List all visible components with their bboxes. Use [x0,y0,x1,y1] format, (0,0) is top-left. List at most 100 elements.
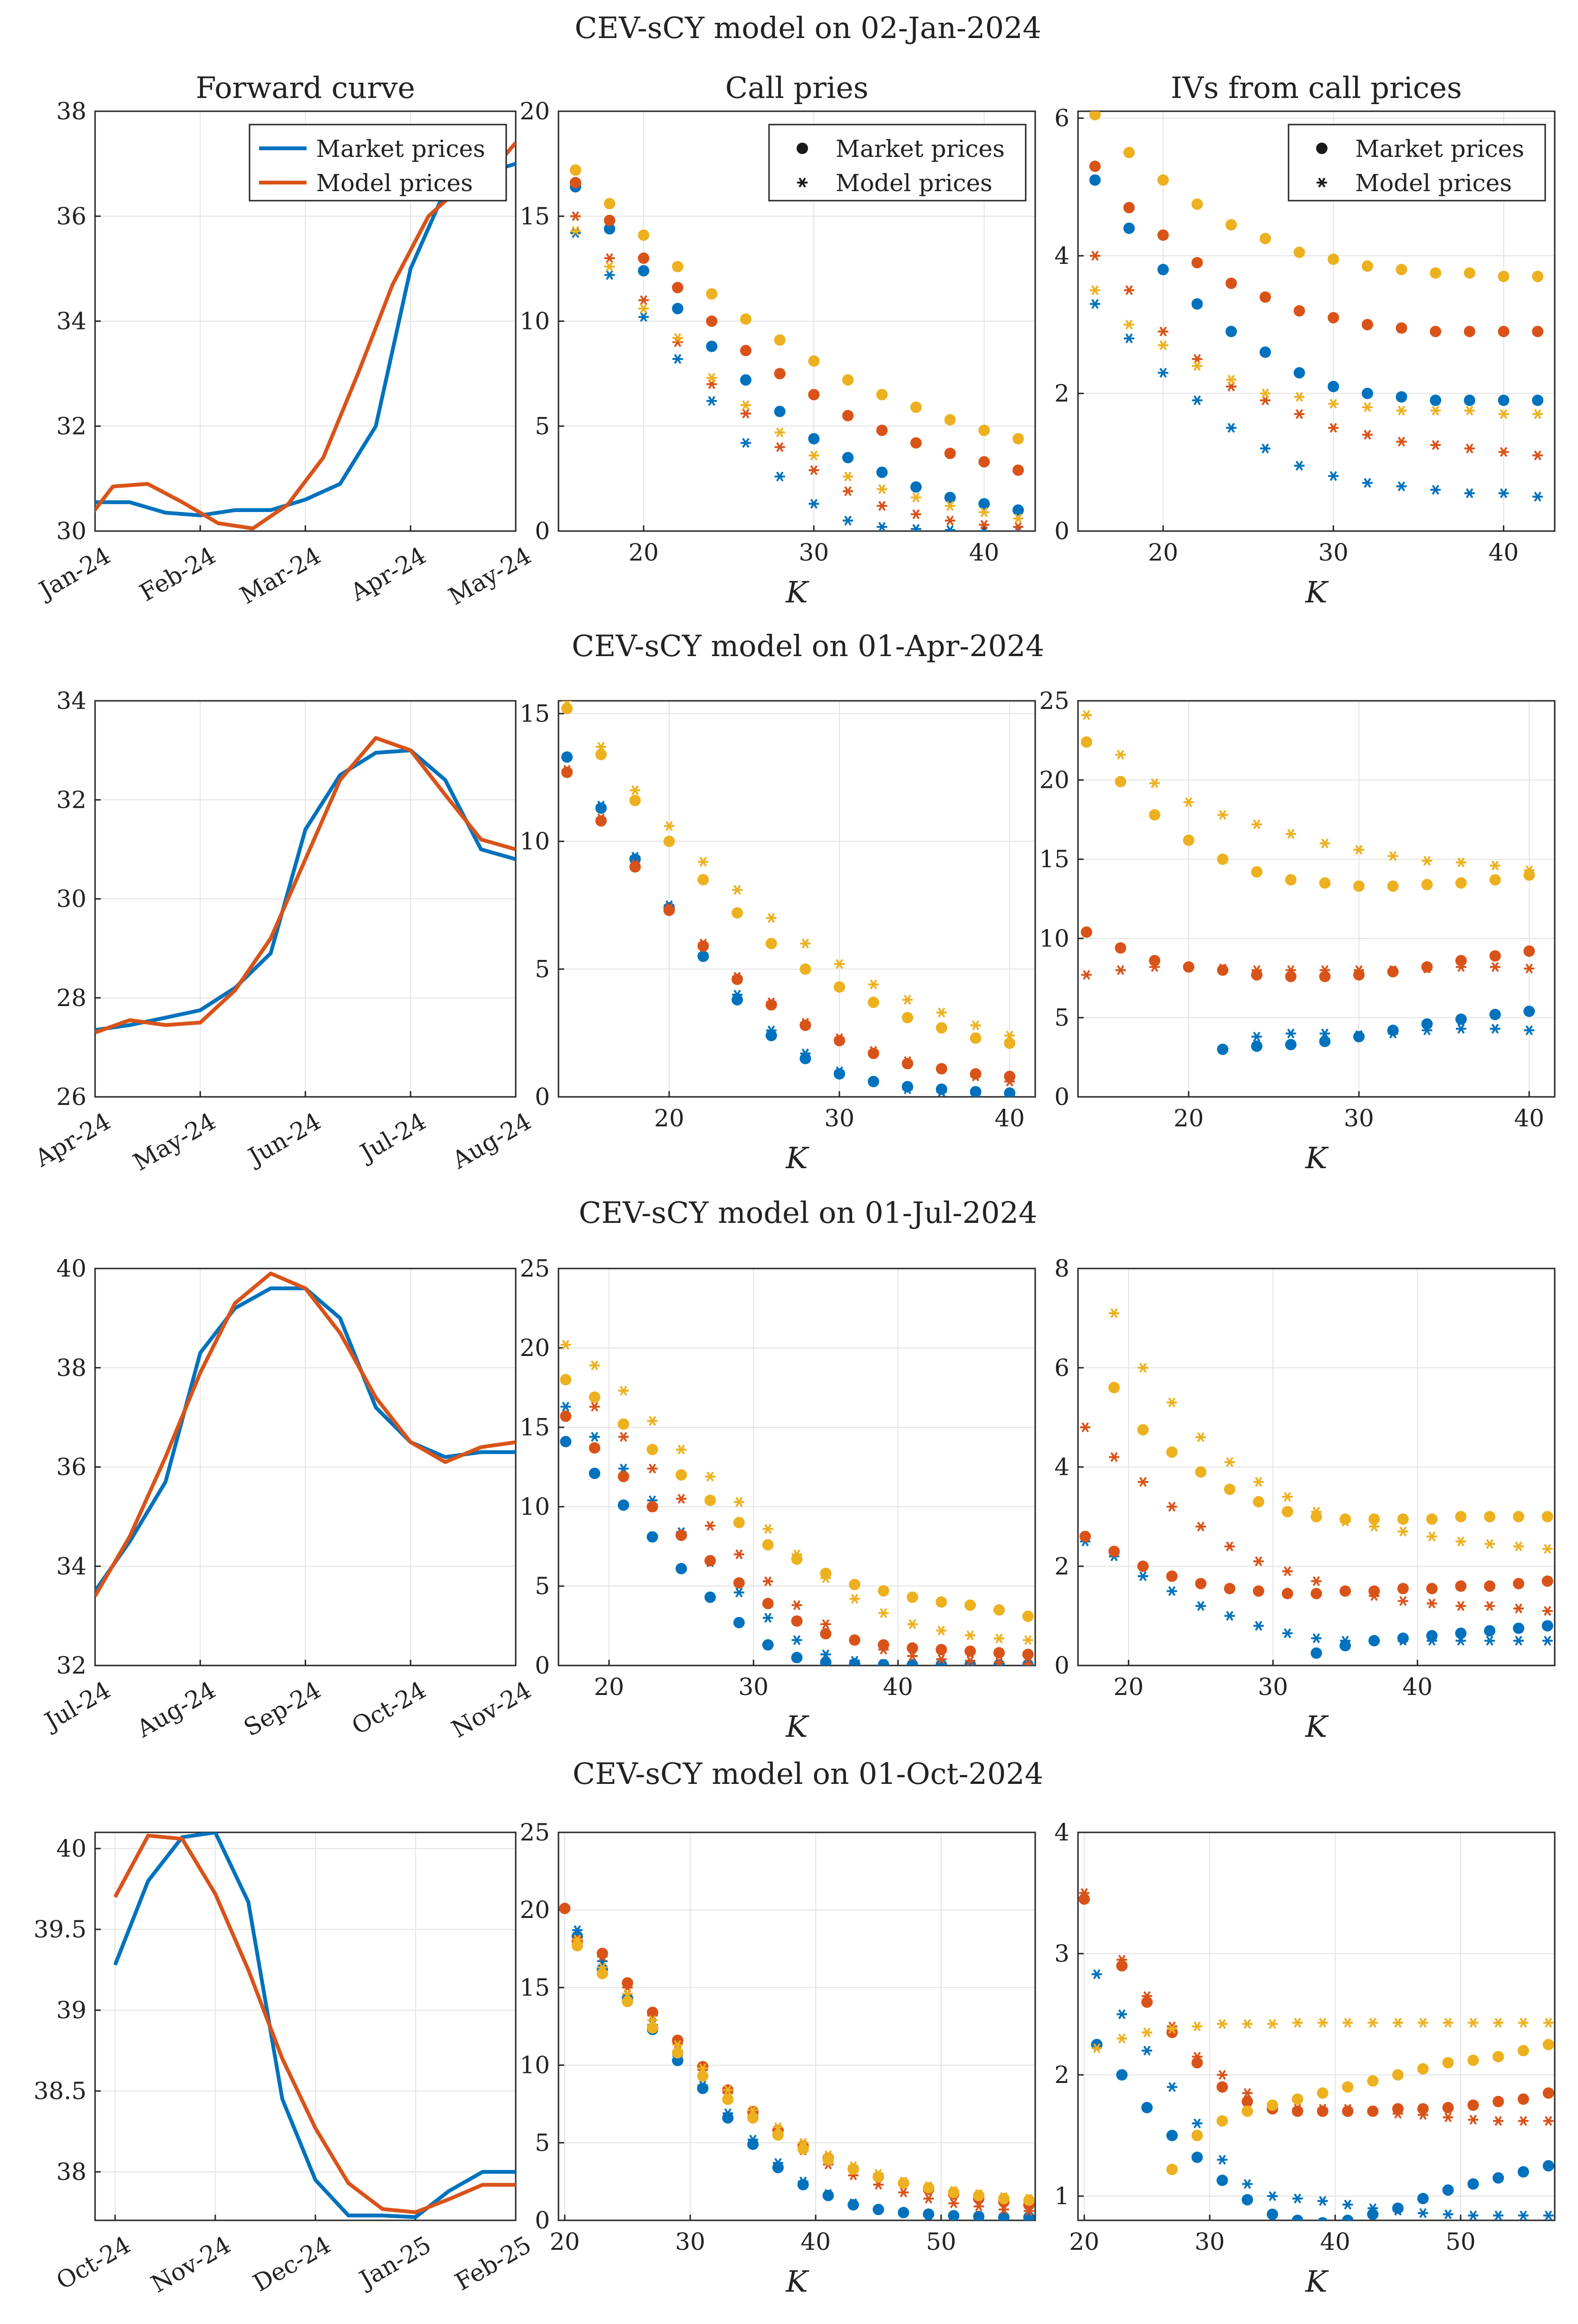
model-point [638,312,649,322]
market-point [935,1644,947,1656]
market-point [1513,1578,1525,1589]
subplot-r2-c0: Jul-24 Aug-24 Sep-24 Oct-24 Nov-24 32 34 36 38 40 [38,1255,536,1743]
market-point [1267,2208,1279,2220]
market-point [1518,2093,1530,2105]
market-point [774,406,786,417]
market-point [1492,2051,1504,2063]
model-point [848,2198,859,2208]
model-point [898,2208,909,2218]
model-point [1319,1028,1330,1039]
market-point [1397,1513,1409,1525]
market-point [1421,879,1433,891]
model-point [1484,1601,1495,1611]
market-point [747,2112,759,2124]
model-point [898,2187,909,2198]
model-point [911,492,922,503]
market-point [1368,1513,1380,1525]
market-point [978,456,990,468]
model-point [1542,1544,1553,1554]
model-point [1542,1636,1553,1646]
market-point [1252,1585,1264,1597]
model-point [1342,2103,1353,2114]
legend-marker-star [797,177,808,188]
market-point [663,835,675,847]
market-point [774,334,786,346]
model-point [766,1025,777,1036]
y-tick-label: 0 [535,1083,550,1111]
model-point [907,1651,918,1661]
model-point [1513,1541,1524,1551]
model-point [1282,1566,1293,1577]
model-point [630,785,641,795]
x-tick-label: 20 [594,1673,625,1701]
y-tick-label: 6 [1054,1354,1069,1382]
market-point [762,1539,774,1551]
x-tick-label: Oct-24 [52,2231,135,2295]
model-point [572,1934,583,1945]
model-point [1116,1955,1127,1965]
plot-area [1089,111,1544,502]
market-point [834,981,846,993]
market-point [1149,809,1161,821]
market-point [910,401,922,413]
market-point [808,389,820,401]
model-point [1532,409,1543,419]
market-point [1387,880,1399,892]
plot-area [1078,1888,1554,2220]
model-point [1493,2116,1504,2126]
y-tick-label: 10 [520,308,550,335]
model-point [1426,1531,1437,1542]
market-point [604,214,616,226]
x-tick-label: 30 [739,1673,769,1701]
market-point [1115,942,1126,954]
legend-label: Market prices [1355,135,1524,163]
y-tick-label: 32 [56,786,87,813]
y-tick-label: 32 [56,412,87,440]
model-point [1393,2017,1404,2028]
market-point [1542,2087,1554,2099]
model-point [1251,1031,1262,1042]
model-point [999,2192,1010,2202]
model-point [1490,861,1501,871]
model-point [944,501,955,511]
model-point [766,913,777,923]
subplot-title: Forward curve [196,70,415,105]
y-tick-label: 5 [535,1572,550,1600]
model-point [705,1472,716,1482]
model-point [1124,333,1135,344]
market-point [1191,2130,1203,2141]
market-point [1361,260,1373,272]
model-point [973,2212,984,2220]
model-point [1217,2155,1228,2165]
market-point [1489,874,1501,886]
model-point [1455,962,1466,972]
model-point [1242,2088,1253,2098]
market-point [876,389,888,401]
market-point [1191,198,1203,210]
model-point [647,2015,658,2025]
model-point [1282,1628,1293,1638]
y-tick-label: 20 [520,1896,550,1924]
market-point [1498,326,1510,338]
model-point [596,813,606,823]
model-point [791,1600,802,1610]
model-point [842,515,853,526]
model-point [1023,2214,1034,2220]
model-point [791,1635,802,1645]
model-point [1354,844,1365,855]
market-point [1455,955,1467,967]
model-point [1362,402,1373,412]
subplot-title: Call pries [725,70,868,105]
y-tick-label: 5 [535,412,550,440]
y-tick-label: 4 [1054,1453,1069,1481]
market-point [1489,1008,1501,1020]
x-tick-label: Jan-25 [353,2231,436,2295]
model-point [994,1633,1005,1644]
market-point [842,410,854,422]
market-point [842,374,854,386]
y-tick-label: 20 [520,97,550,125]
market-point [799,1053,811,1065]
model-point [597,1962,608,1973]
x-tick-label: Jun-24 [242,1107,326,1172]
model-point [672,354,683,364]
